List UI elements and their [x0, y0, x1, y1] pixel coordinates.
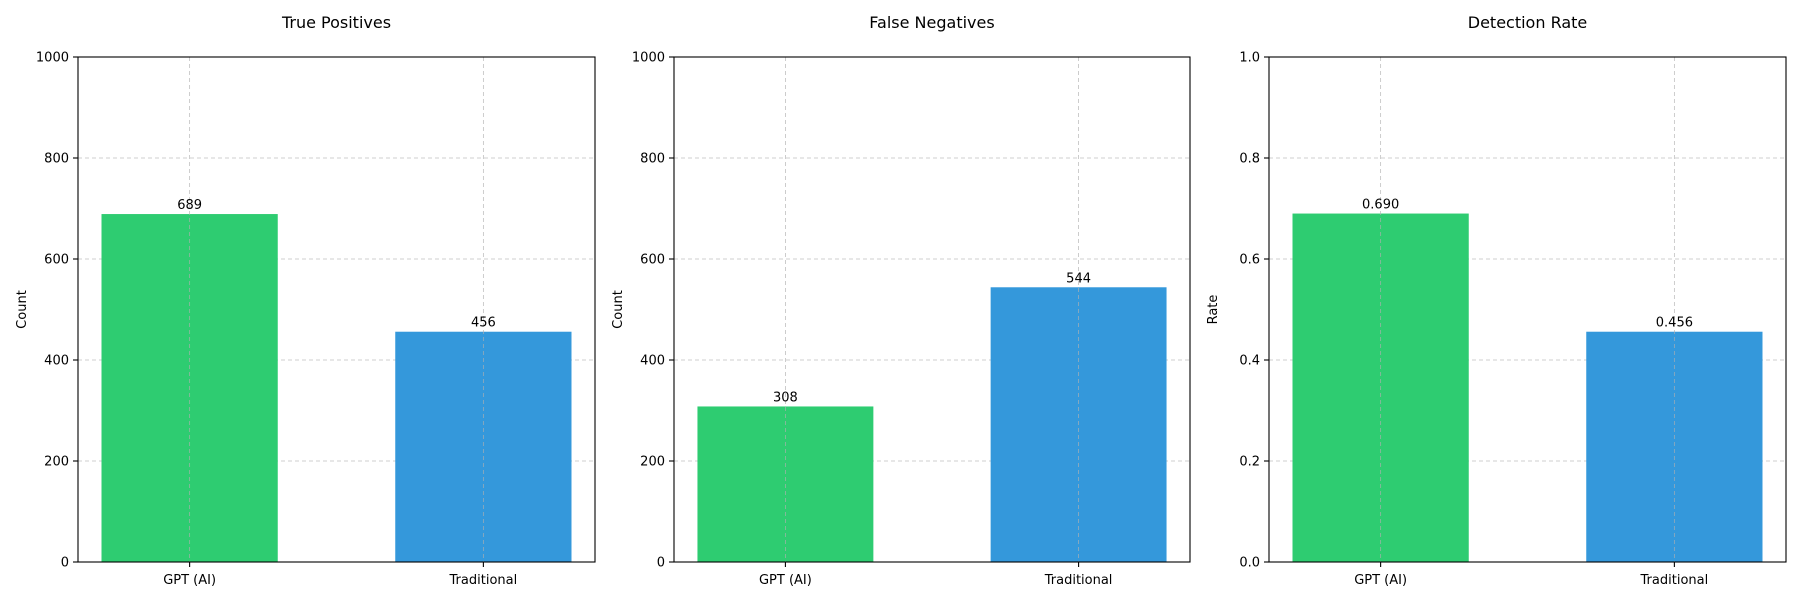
- bar-traditional: [395, 331, 572, 562]
- y-axis-label: Count: [15, 290, 30, 329]
- y-axis-label: Count: [611, 290, 626, 329]
- y-tick-label: 400: [640, 354, 665, 369]
- y-tick-label: 600: [44, 253, 69, 268]
- y-tick-label: 0: [61, 556, 69, 571]
- bar-value-label: 544: [1066, 271, 1091, 286]
- y-tick-label: 600: [640, 253, 665, 268]
- x-tick-label: Traditional: [1044, 573, 1113, 588]
- plot-frame: [673, 56, 1191, 563]
- y-tick-label: 200: [44, 455, 69, 470]
- plot-frame: [77, 56, 596, 563]
- chart-panel-1: 0 200 400 600 800 1000 GPT (AI) Traditional 689 4…: [15, 13, 596, 588]
- x-tick-label: Traditional: [449, 573, 518, 588]
- x-tick-label: GPT (AI): [759, 573, 812, 588]
- y-tick-label: 1000: [36, 51, 69, 66]
- y-tick-label: 800: [640, 152, 665, 167]
- y-tick-label: 0: [657, 556, 665, 571]
- x-tick-label: GPT (AI): [163, 573, 216, 588]
- y-tick-label: 800: [44, 152, 69, 167]
- bar-value-label: 308: [773, 390, 798, 405]
- y-tick-label: 1000: [632, 51, 665, 66]
- plot-frame: [1268, 56, 1787, 563]
- bar-value-label: 456: [471, 316, 496, 331]
- y-tick-label: 0.2: [1239, 455, 1260, 470]
- x-tick-label: GPT (AI): [1354, 573, 1407, 588]
- x-tick-label: Traditional: [1640, 573, 1709, 588]
- y-tick-label: 400: [44, 354, 69, 369]
- y-tick-label: 0.4: [1239, 354, 1260, 369]
- chart-panel-2: 0 200 400 600 800 1000 GPT (AI) Traditional 308 5…: [611, 13, 1191, 588]
- bar-value-label: 0.456: [1656, 316, 1693, 331]
- chart-title: False Negatives: [869, 13, 994, 32]
- chart-title: Detection Rate: [1468, 13, 1588, 32]
- chart-title: True Positives: [281, 13, 391, 32]
- y-axis-label: Rate: [1206, 295, 1221, 325]
- bar-value-label: 0.690: [1362, 198, 1399, 213]
- chart-panel-3: 0.0 0.2 0.4 0.6 0.8 1.0 GPT (AI) Traditional 0.6…: [1206, 13, 1787, 588]
- bar-traditional: [1586, 331, 1763, 562]
- y-tick-label: 0.6: [1239, 253, 1260, 268]
- y-tick-label: 0.8: [1239, 152, 1260, 167]
- bar-value-label: 689: [177, 198, 202, 213]
- y-tick-label: 0.0: [1239, 556, 1260, 571]
- y-tick-label: 200: [640, 455, 665, 470]
- y-tick-label: 1.0: [1239, 51, 1260, 66]
